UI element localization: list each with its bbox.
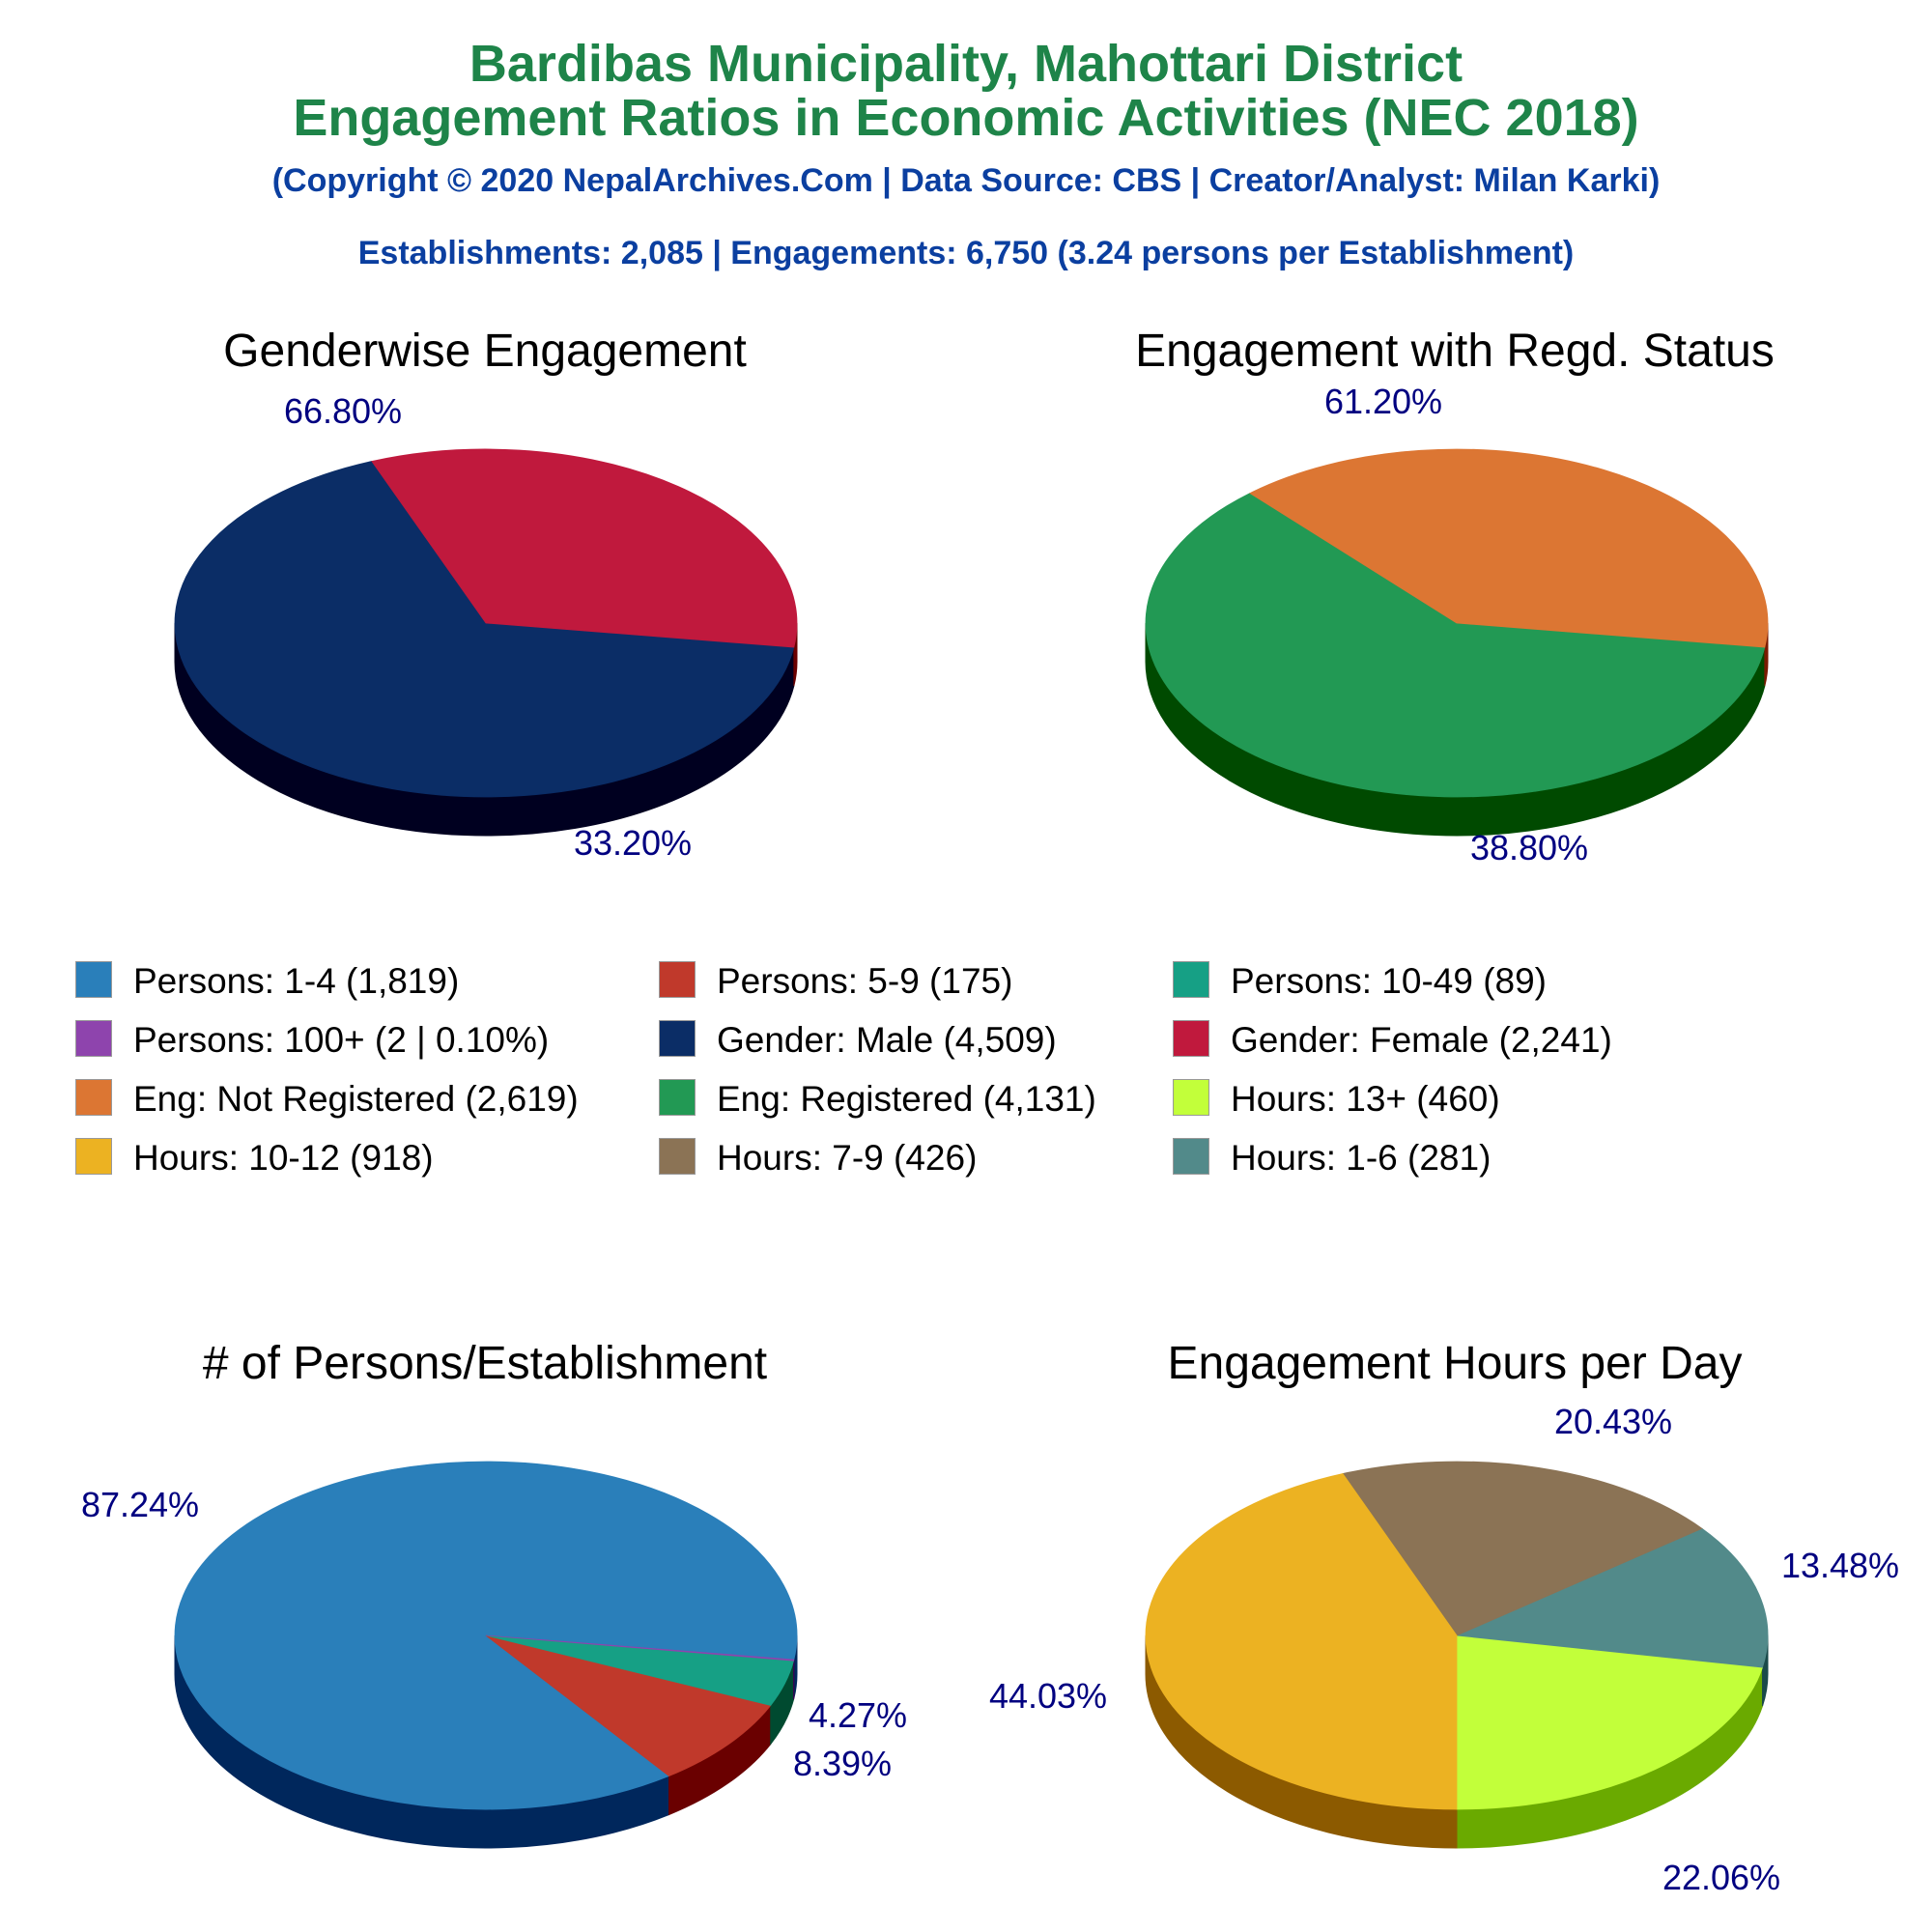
pie4-title: Engagement Hours per Day [1167,1338,1743,1389]
legend-item: Persons: 5-9 (175) [659,961,1012,1002]
pie-slice-label: 20.43% [1554,1402,1672,1441]
pie-slice-label: 87.24% [81,1485,199,1524]
main-title-line2: Engagement Ratios in Economic Activities… [293,89,1639,147]
summary-line: Establishments: 2,085 | Engagements: 6,7… [357,235,1575,271]
copyright-subtitle: (Copyright © 2020 NepalArchives.Com | Da… [271,162,1661,199]
legend-item: Gender: Male (4,509) [659,1020,1057,1061]
pie-slice [1455,1527,1769,1668]
pie2-title: Engagement with Regd. Status [1135,326,1775,377]
legend-item: Hours: 10-12 (918) [75,1138,434,1179]
pie-slice [1145,493,1766,798]
legend-item: Hours: 1-6 (281) [1173,1138,1491,1179]
pie-slice-label: 8.39% [793,1744,892,1783]
pie-slice-label: 61.20% [1324,382,1442,421]
legend-item: Persons: 100+ (2 | 0.10%) [75,1020,549,1061]
pie-slice [485,1634,772,1776]
pie-slice-label: 38.80% [1470,828,1588,867]
pie-slice [1456,1634,1764,1810]
pie-slice-label: 4.27% [809,1695,907,1735]
legend-swatch [1173,1020,1209,1058]
pie-slice [1342,1461,1703,1636]
pie1-title: Genderwise Engagement [223,326,747,377]
legend-item: Hours: 7-9 (426) [659,1138,977,1179]
pie-slice-label: 66.80% [284,391,402,431]
chart-header: Bardibas Municipality, Mahottari Distric… [0,0,1932,272]
legend-item: Hours: 13+ (460) [1173,1079,1500,1120]
legend-swatch [75,1020,112,1058]
legend-item: Persons: 1-4 (1,819) [75,961,459,1002]
legend-swatch [659,1020,696,1058]
legend-swatch [75,961,112,999]
legend-swatch [1173,1079,1209,1117]
pie-slice [1249,448,1769,648]
legend-swatch [75,1138,112,1176]
pie-slice [485,1634,795,1662]
legend-swatch [1173,1138,1209,1176]
legend-swatch [1173,961,1209,999]
legend-swatch [659,1138,696,1176]
legend-swatch [75,1079,112,1117]
legend-item: Eng: Not Registered (2,619) [75,1079,579,1120]
legend-item: Persons: 10-49 (89) [1173,961,1547,1002]
legend-item: Eng: Registered (4,131) [659,1079,1096,1120]
legend-item: Gender: Female (2,241) [1173,1020,1612,1061]
legend-swatch [659,961,696,999]
pie-slice [174,461,795,798]
main-title-line1: Bardibas Municipality, Mahottari Distric… [469,35,1463,93]
pie-slice [371,448,798,648]
pie-slice-label: 22.06% [1662,1858,1780,1897]
legend-swatch [659,1079,696,1117]
pie3-title: # of Persons/Establishment [202,1338,768,1389]
pie-slice-label: 44.03% [989,1676,1107,1716]
pie-slice-label: 13.48% [1781,1546,1899,1585]
pie-slice [1145,1473,1458,1810]
pie-slice-label: 33.20% [574,823,692,863]
